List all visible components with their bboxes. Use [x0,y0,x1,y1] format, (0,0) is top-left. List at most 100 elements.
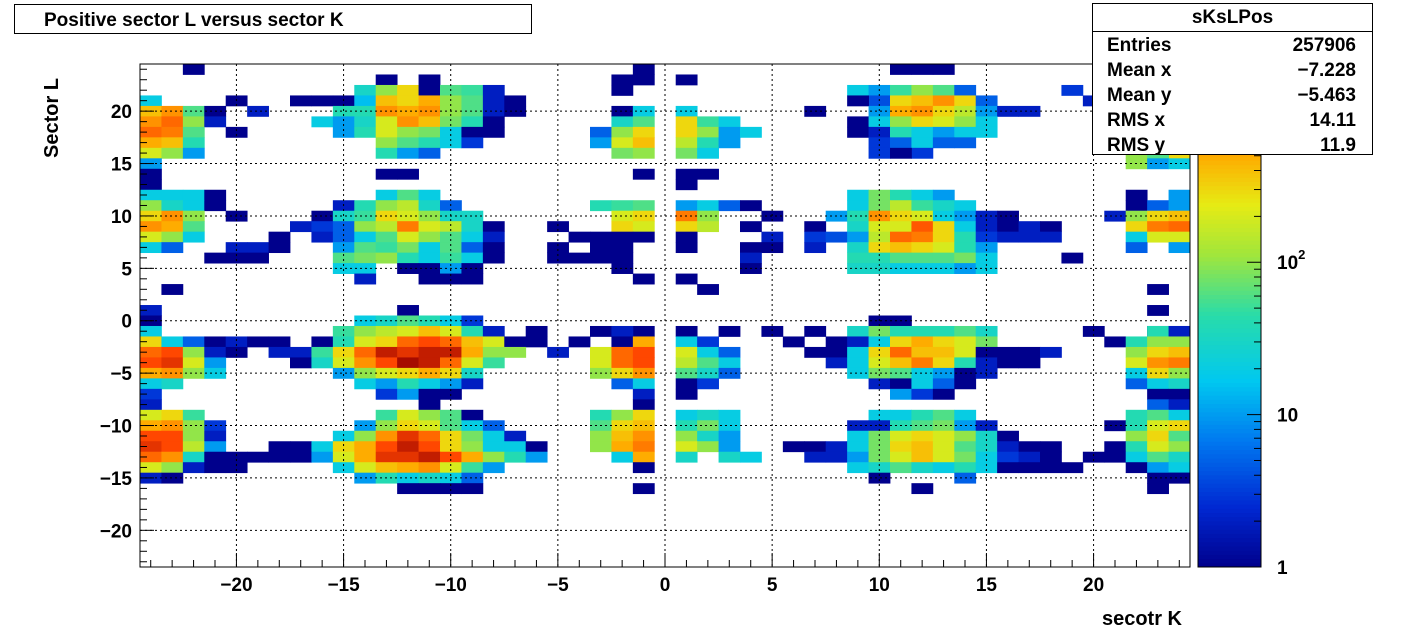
heatmap-cell [825,357,848,369]
palette-band [1198,156,1261,161]
heatmap-cell [1040,451,1062,463]
palette-band [1198,390,1261,396]
heatmap-cell [932,231,955,243]
heatmap-cell [632,126,655,138]
heatmap-cell [354,441,377,453]
stats-key: Mean y [1107,85,1172,106]
heatmap-cell [397,451,419,463]
heatmap-cell [890,336,912,348]
heatmap-cell [354,200,377,212]
heatmap-cell [697,126,719,138]
heatmap-cell [847,263,869,274]
palette-band [1198,361,1261,367]
heatmap-cell [740,221,762,233]
heatmap-cell [975,231,998,243]
heatmap-cell [847,252,869,264]
heatmap-cell [632,430,655,442]
heatmap-cell [1040,346,1062,358]
heatmap-cell [482,430,505,442]
heatmap-cell [1125,221,1148,233]
heatmap-cell [375,378,398,390]
heatmap-cell [911,137,934,149]
heatmap-cell [397,252,419,264]
heatmap-cell [1018,441,1041,453]
heatmap-cell [611,325,634,337]
heatmap-cell [890,430,912,442]
heatmap-cell [375,357,398,369]
stats-value: 11.9 [1320,135,1356,156]
heatmap-cell [161,189,184,201]
palette-band [1198,453,1261,459]
heatmap-cell [332,336,355,348]
palette-band [1198,206,1261,212]
heatmap-cell [418,105,441,117]
heatmap-cell [825,451,848,463]
heatmap-cell [140,221,162,233]
heatmap-cell [397,336,419,348]
heatmap-cell [397,242,419,254]
heatmap-cell [161,472,184,484]
heatmap-cell [847,126,869,138]
heatmap-cell [440,126,462,138]
heatmap-cell [418,200,441,212]
heatmap-cell [997,462,1019,474]
heatmap-cell [611,200,634,212]
heatmap-cell [868,105,891,117]
heatmap-cell [675,378,698,390]
heatmap-cell [397,263,419,274]
heatmap-cell [461,325,484,337]
heatmap-cell [461,95,484,107]
palette-band [1198,160,1261,166]
heatmap-cell [675,116,698,128]
heatmap-cell [1147,305,1169,316]
heatmap-cell [932,367,955,379]
heatmap-cell [718,409,741,421]
palette-band [1198,533,1261,539]
heatmap-cell [268,346,291,358]
heatmap-cell [161,147,184,159]
heatmap-cell [482,242,505,254]
heatmap-cell [718,430,741,442]
palette-band [1198,550,1261,555]
palette-band [1198,537,1261,543]
heatmap-cell [932,242,955,254]
heatmap-cell [482,116,505,128]
heatmap-cell [482,252,505,264]
heatmap-cell [932,409,955,421]
palette-band [1198,382,1261,388]
heatmap-cell [504,430,527,442]
heatmap-cell [911,388,934,400]
heatmap-cell [740,200,762,212]
heatmap-cell [847,84,869,96]
heatmap-cell [204,200,227,212]
heatmap-cell [890,346,912,358]
heatmap-cell [140,95,162,107]
heatmap-cell [932,346,955,358]
heatmap-cell [804,325,827,337]
heatmap-cell [804,346,827,358]
heatmap-cell [375,147,398,159]
palette-band [1198,235,1261,241]
heatmap-cell [461,137,484,149]
heatmap-cell [932,378,955,390]
heatmap-cell [675,179,698,191]
palette-band [1198,554,1261,560]
heatmap-cell [290,221,312,233]
heatmap-cell [1125,231,1148,243]
heatmap-cell [675,242,698,254]
heatmap-cell [611,221,634,233]
heatmap-cell [890,378,912,390]
heatmap-cell [590,441,612,453]
heatmap-cell [140,346,162,358]
heatmap-cell [611,231,634,243]
heatmap-cell [868,336,891,348]
heatmap-cell [332,346,355,358]
heatmap-cell [697,147,719,159]
y-tick-label: −20 [100,521,132,542]
heatmap-cell [140,168,162,180]
heatmap-cell [225,451,248,463]
heatmap-cell [482,231,505,243]
palette-band [1198,386,1261,392]
heatmap-cell [632,210,655,222]
